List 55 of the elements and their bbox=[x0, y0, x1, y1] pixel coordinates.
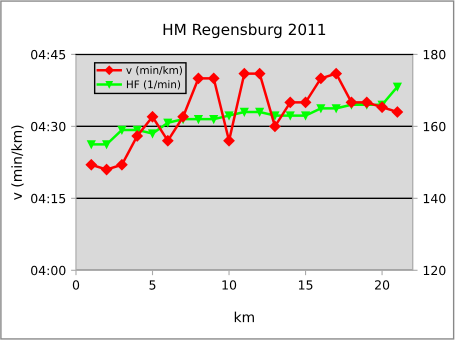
x-tick-label: 15 bbox=[298, 280, 312, 290]
x-tick-label: 5 bbox=[149, 280, 156, 290]
legend-label: HF (1/min) bbox=[126, 80, 180, 90]
point bbox=[164, 118, 172, 127]
point bbox=[116, 159, 128, 170]
point bbox=[270, 111, 280, 120]
point bbox=[208, 72, 220, 84]
legend-label: v (min/km) bbox=[126, 66, 182, 76]
y2-tick-label: 120 bbox=[424, 266, 446, 276]
point bbox=[240, 108, 248, 116]
point bbox=[254, 68, 266, 80]
x-tick-label: 0 bbox=[72, 280, 80, 290]
point bbox=[132, 130, 143, 142]
point bbox=[286, 111, 294, 120]
point bbox=[330, 68, 342, 80]
point bbox=[300, 96, 312, 108]
point bbox=[223, 135, 235, 146]
point bbox=[87, 140, 96, 149]
y2-tick-label: 180 bbox=[424, 50, 446, 60]
point bbox=[315, 72, 326, 84]
chart-title: HM Regensburg 2011 bbox=[164, 23, 326, 38]
point bbox=[393, 82, 402, 91]
point bbox=[238, 68, 250, 80]
point bbox=[301, 111, 310, 120]
x-axis-title: km bbox=[234, 312, 254, 322]
y-tick-label: 04:30 bbox=[31, 122, 66, 132]
y-axis-title: v (min/km) bbox=[11, 126, 24, 200]
point bbox=[255, 108, 264, 116]
point bbox=[346, 96, 358, 108]
point bbox=[86, 159, 97, 170]
point bbox=[316, 104, 326, 113]
y-tick-label: 04:45 bbox=[31, 50, 66, 60]
point bbox=[332, 104, 340, 113]
y-tick-label: 04:15 bbox=[31, 194, 66, 204]
point bbox=[118, 126, 126, 134]
point bbox=[224, 111, 234, 120]
point bbox=[102, 140, 111, 149]
point bbox=[284, 96, 296, 108]
y-tick-label: 04:00 bbox=[31, 266, 66, 276]
point bbox=[392, 106, 403, 118]
point bbox=[148, 129, 157, 138]
point bbox=[146, 111, 158, 122]
point bbox=[162, 135, 174, 146]
x-tick-label: 10 bbox=[222, 280, 236, 290]
point bbox=[361, 96, 372, 108]
point bbox=[194, 115, 203, 124]
point bbox=[178, 111, 189, 122]
point bbox=[100, 164, 112, 176]
y2-tick-label: 140 bbox=[424, 194, 446, 204]
x-tick-label: 20 bbox=[375, 280, 390, 290]
y2-tick-label: 160 bbox=[424, 122, 446, 132]
point bbox=[210, 115, 218, 124]
point bbox=[192, 72, 204, 84]
point bbox=[269, 120, 281, 132]
point bbox=[376, 102, 388, 113]
